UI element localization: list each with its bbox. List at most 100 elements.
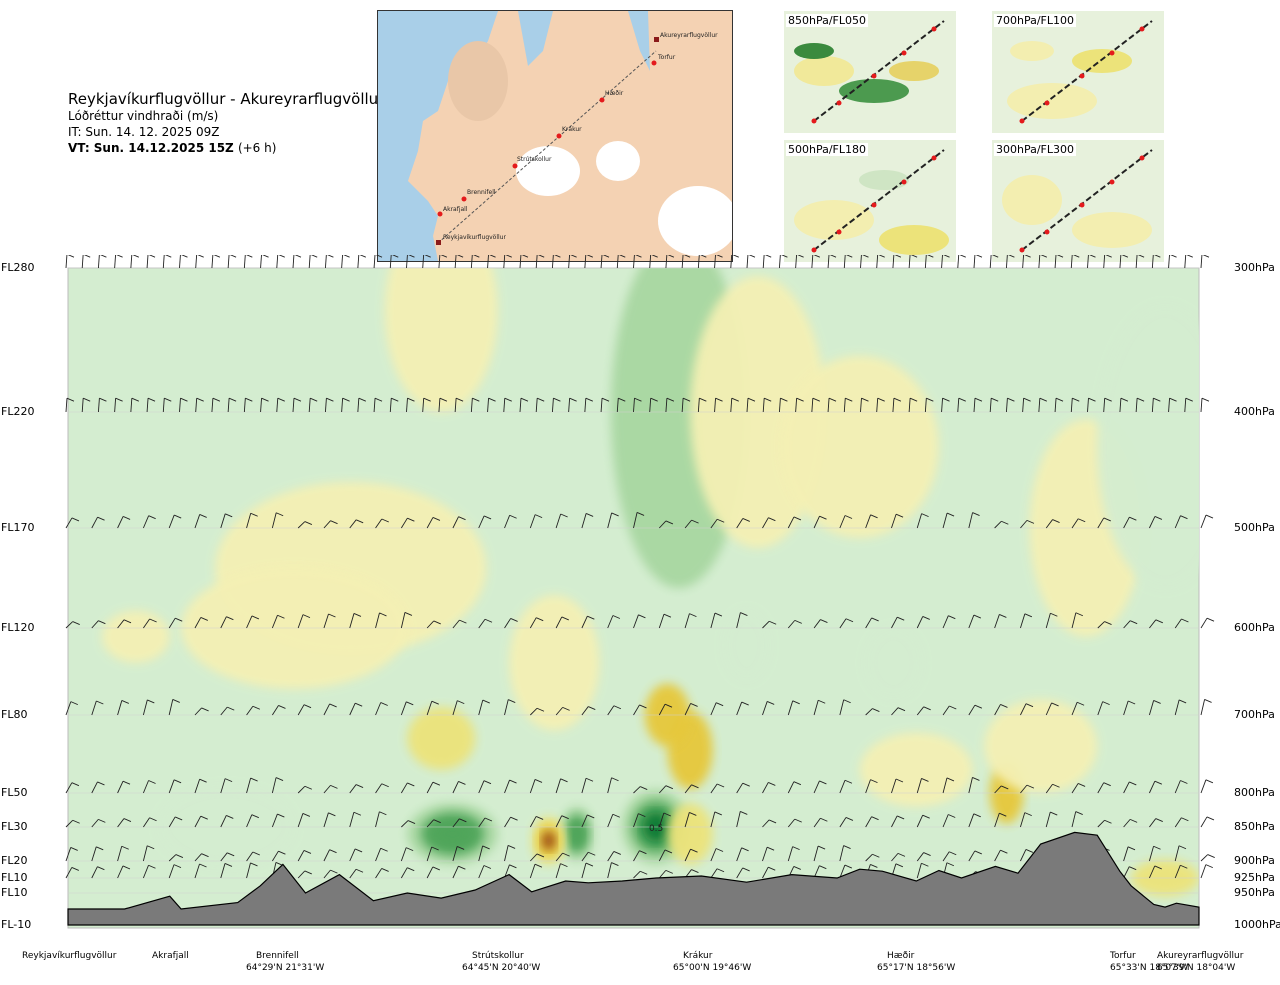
wind-barb-feather	[699, 253, 707, 258]
wind-barb-feather	[201, 853, 209, 858]
wind-barb	[957, 398, 960, 413]
wind-barb-feather	[212, 397, 221, 402]
wind-barb-feather	[342, 253, 350, 258]
wind-barb-feather	[872, 708, 880, 712]
wind-barb	[762, 819, 770, 828]
wind-barb-feather	[250, 777, 258, 782]
wind-barb-feather	[601, 397, 610, 402]
wind-barb	[341, 254, 344, 269]
wind-barb	[504, 779, 510, 794]
wind-barb-feather	[123, 619, 132, 624]
wind-barb	[684, 519, 692, 529]
wind-barb-feather	[277, 614, 285, 619]
wind-barb	[452, 700, 458, 716]
wind-barb	[607, 814, 614, 828]
wind-barb	[1174, 618, 1182, 629]
axis-label-fl: FL20	[1, 854, 28, 867]
wind-barb-feather	[974, 704, 983, 709]
wind-barb	[795, 398, 798, 413]
wind-cell	[570, 822, 584, 845]
waypoint-label: Torfur 65°33'N 18°07'W	[1110, 951, 1189, 973]
wind-barb	[633, 254, 635, 269]
wind-barb-feather	[1205, 514, 1214, 519]
wind-barb-feather	[407, 782, 415, 787]
wind-barb-feather	[999, 812, 1007, 817]
terrain-profile	[67, 831, 1200, 926]
wind-barb	[730, 398, 733, 413]
wind-barb-feather	[342, 397, 350, 402]
wind-barb-feather	[1153, 253, 1161, 258]
wind-barb	[973, 254, 976, 269]
wind-barb-feather	[972, 512, 980, 516]
wind-barb	[297, 521, 306, 529]
wind-barb-feather	[560, 863, 568, 868]
axis-label-pressure: 800hPa	[1234, 786, 1275, 799]
wind-barb-feather	[457, 700, 465, 705]
wind-barb-feather	[459, 818, 467, 823]
wind-barb-feather	[83, 253, 91, 258]
wind-barb-feather	[96, 700, 104, 705]
wind-barb-feather	[71, 867, 80, 871]
wind-barb-feather	[897, 616, 905, 621]
wind-barb	[142, 865, 149, 879]
wind-barb-feather	[845, 817, 854, 821]
wind-barb	[957, 254, 960, 269]
wind-barb-feather	[164, 397, 172, 402]
wind-barb	[323, 703, 331, 716]
wind-barb-feather	[199, 514, 207, 518]
wind-barb	[349, 703, 356, 716]
wind-barb-feather	[871, 617, 879, 622]
wind-barb	[607, 512, 613, 529]
wind-barb	[65, 398, 68, 413]
wind-barb	[710, 783, 718, 794]
wind-barb	[989, 254, 992, 269]
wind-barb	[375, 868, 383, 879]
wind-barb-feather	[147, 699, 155, 704]
wind-barb-feather	[942, 253, 950, 258]
wind-barb	[633, 870, 641, 879]
wind-barb-feather	[612, 813, 620, 818]
wind-barb	[658, 812, 665, 828]
axis-label-pressure: 850hPa	[1234, 820, 1275, 833]
wind-barb-feather	[588, 706, 596, 710]
wind-barb-feather	[328, 812, 336, 817]
wind-barb	[762, 398, 765, 413]
wind-barb	[908, 398, 911, 413]
wind-barb	[478, 845, 484, 862]
wind-barb	[892, 398, 895, 413]
wind-barb	[1148, 700, 1155, 716]
wind-barb-feather	[148, 864, 156, 869]
wind-barb-feather	[1201, 397, 1210, 402]
wind-barb	[1087, 398, 1089, 413]
title-block: Reykjavíkurflugvöllur - Akureyrarflugvöl…	[68, 90, 384, 156]
wind-barb-feather	[310, 253, 318, 258]
wind-barb	[827, 398, 830, 413]
wind-barb	[876, 398, 879, 413]
wind-barb	[220, 706, 228, 716]
wind-barb-feather	[302, 614, 311, 619]
wind-cell	[865, 628, 922, 698]
wind-barb	[1071, 612, 1077, 629]
wind-barb-feather	[329, 849, 337, 854]
wind-barb	[551, 254, 554, 269]
wind-barb-feather	[793, 516, 802, 521]
wind-barb-feather	[1072, 397, 1080, 402]
wind-barb-feather	[509, 864, 517, 869]
wind-barb-feather	[1052, 519, 1060, 523]
wind-barb-feather	[310, 397, 318, 402]
wind-barb-feather	[768, 782, 776, 786]
wind-barb	[607, 851, 615, 862]
wind-barb	[1174, 515, 1181, 529]
wind-barb	[1200, 514, 1207, 529]
wind-barb-feather	[793, 866, 801, 870]
wind-barb-feather	[391, 253, 399, 258]
wind-barb	[426, 620, 435, 629]
wind-barb-feather	[1088, 253, 1096, 258]
wind-barb	[973, 398, 976, 413]
wind-barb-feather	[946, 512, 955, 517]
wind-barb-feather	[252, 705, 261, 710]
wind-barb	[736, 782, 744, 794]
wind-barb-feather	[958, 253, 966, 258]
wind-barb	[65, 819, 73, 828]
wind-barb	[1149, 516, 1156, 529]
